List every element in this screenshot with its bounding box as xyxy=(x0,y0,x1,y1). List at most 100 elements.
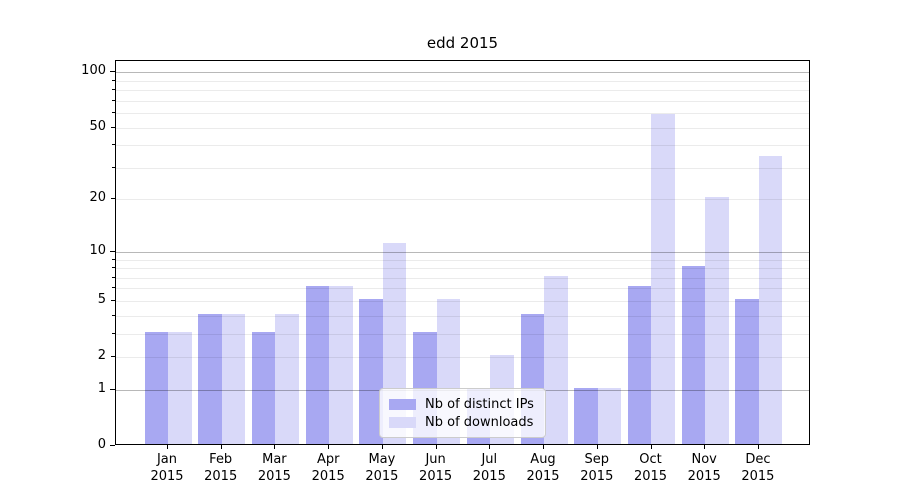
bar-aug-downloads xyxy=(544,275,568,444)
bar-jan-downloads xyxy=(168,331,192,444)
x-tick-month: Feb xyxy=(209,452,233,467)
x-tick-month: Nov xyxy=(691,452,717,467)
x-tick-year: 2015 xyxy=(633,469,668,484)
y-tick-label-5: 5 xyxy=(97,291,106,307)
x-tick-month: Jul xyxy=(481,452,498,467)
x-tick-label-dec: Dec 2015 xyxy=(728,451,788,485)
legend: Nb of distinct IPs Nb of downloads xyxy=(379,388,546,438)
x-tick-year: 2015 xyxy=(257,469,291,484)
y-minor-tick-90 xyxy=(112,79,115,81)
x-tick-nov xyxy=(704,445,706,449)
x-tick-oct xyxy=(650,445,652,449)
y-minor-tick-4 xyxy=(112,314,115,316)
y-tick-label-0: 0 xyxy=(97,437,106,452)
y-tick-label-100: 100 xyxy=(81,63,106,79)
x-tick-year: 2015 xyxy=(365,469,399,484)
bar-feb-distinct-ips xyxy=(198,313,222,444)
bar-dec-downloads xyxy=(758,156,783,444)
x-tick-label-aug: Aug 2015 xyxy=(513,451,573,485)
x-tick-label-jan: Jan 2015 xyxy=(137,451,197,485)
bar-may-distinct-ips xyxy=(359,298,383,444)
legend-swatch-downloads xyxy=(389,416,416,428)
legend-row-distinct-ips: Nb of distinct IPs xyxy=(389,397,545,412)
y-tick-1 xyxy=(110,388,115,390)
gridline-minor-9 xyxy=(116,259,809,261)
x-tick-label-mar: Mar 2015 xyxy=(244,451,304,485)
x-tick-label-nov: Nov 2015 xyxy=(674,451,734,485)
x-tick-year: 2015 xyxy=(526,469,560,484)
x-tick-month: Aug xyxy=(530,452,556,467)
x-tick-label-oct: Oct 2015 xyxy=(621,451,681,485)
x-tick-month: Sep xyxy=(584,452,610,467)
x-tick-jan xyxy=(167,445,168,449)
x-tick-sep xyxy=(596,445,598,449)
y-tick-100 xyxy=(110,71,115,73)
gridline-minor-7 xyxy=(116,277,809,279)
x-tick-mar xyxy=(274,445,276,449)
gridline-minor-90 xyxy=(116,80,809,82)
x-tick-month: Apr xyxy=(316,452,340,467)
gridline-minor-40 xyxy=(116,145,809,147)
gridline-minor-4 xyxy=(116,315,809,317)
x-tick-label-feb: Feb 2015 xyxy=(191,451,251,485)
x-tick-aug xyxy=(543,445,544,449)
gridline-minor-60 xyxy=(116,113,809,115)
legend-row-downloads: Nb of downloads xyxy=(389,415,545,430)
bar-dec-distinct-ips xyxy=(735,298,759,444)
y-tick-5 xyxy=(111,299,115,301)
y-minor-tick-7 xyxy=(112,276,115,278)
y-tick-0 xyxy=(110,445,115,446)
bar-nov-distinct-ips xyxy=(681,266,706,444)
y-tick-label-50: 50 xyxy=(89,118,106,134)
y-tick-10 xyxy=(110,250,115,252)
y-tick-label-1: 1 xyxy=(97,380,106,396)
x-tick-year: 2015 xyxy=(687,469,721,484)
bar-nov-downloads xyxy=(705,197,729,444)
bar-sep-downloads xyxy=(597,387,622,444)
y-minor-tick-70 xyxy=(112,99,115,101)
y-minor-tick-40 xyxy=(112,144,115,146)
gridline-minor-20 xyxy=(116,199,809,201)
x-tick-may xyxy=(381,445,383,449)
legend-swatch-distinct-ips xyxy=(389,398,416,410)
bar-feb-downloads xyxy=(221,313,246,444)
x-tick-label-jul: Jul 2015 xyxy=(459,451,519,485)
y-minor-tick-30 xyxy=(112,166,115,168)
x-tick-month: Jan xyxy=(156,452,178,467)
gridline-minor-70 xyxy=(116,100,809,102)
gridline-minor-3 xyxy=(116,333,809,335)
gridline-minor-8 xyxy=(116,268,809,269)
x-tick-label-jun: Jun 2015 xyxy=(406,451,466,485)
x-tick-year: 2015 xyxy=(580,469,614,484)
y-minor-tick-60 xyxy=(112,112,115,114)
gridline-minor-30 xyxy=(116,167,809,169)
y-tick-20 xyxy=(111,198,115,200)
x-tick-year: 2015 xyxy=(311,469,345,484)
bar-oct-downloads xyxy=(651,113,675,444)
plot-area: Nb of distinct IPs Nb of downloads xyxy=(115,60,810,445)
x-tick-year: 2015 xyxy=(204,469,238,484)
y-minor-tick-6 xyxy=(112,287,115,289)
x-tick-month: Dec xyxy=(745,452,771,467)
legend-label-downloads: Nb of downloads xyxy=(425,414,534,430)
y-minor-tick-3 xyxy=(112,332,115,334)
gridline-minor-5 xyxy=(116,300,809,302)
gridline-major-10 xyxy=(116,251,809,253)
x-tick-year: 2015 xyxy=(472,469,506,484)
y-minor-tick-80 xyxy=(112,89,115,91)
legend-label-distinct-ips: Nb of distinct IPs xyxy=(425,396,534,412)
x-tick-month: May xyxy=(368,452,396,467)
y-tick-label-2: 2 xyxy=(97,348,106,363)
chart-title: edd 2015 xyxy=(426,34,499,52)
bar-oct-distinct-ips xyxy=(627,286,652,444)
x-tick-year: 2015 xyxy=(419,469,453,484)
y-tick-label-20: 20 xyxy=(89,190,106,206)
bar-mar-distinct-ips xyxy=(251,331,276,444)
x-tick-jul xyxy=(489,445,491,449)
x-tick-month: Oct xyxy=(639,452,662,467)
bar-apr-distinct-ips xyxy=(305,286,330,444)
y-tick-50 xyxy=(111,126,115,128)
y-tick-label-10: 10 xyxy=(89,242,106,258)
y-tick-2 xyxy=(111,356,115,357)
